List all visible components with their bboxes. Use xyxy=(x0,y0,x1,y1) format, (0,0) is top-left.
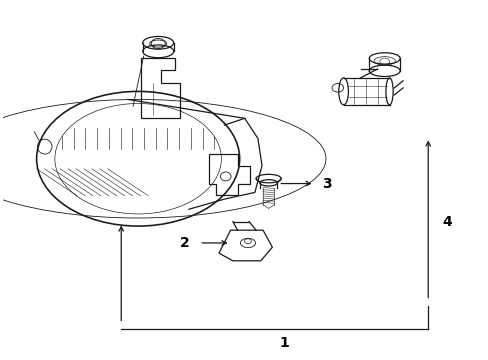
Text: 3: 3 xyxy=(321,176,331,190)
Text: 4: 4 xyxy=(442,215,451,229)
Text: 2: 2 xyxy=(180,236,189,250)
Text: 1: 1 xyxy=(279,336,289,350)
